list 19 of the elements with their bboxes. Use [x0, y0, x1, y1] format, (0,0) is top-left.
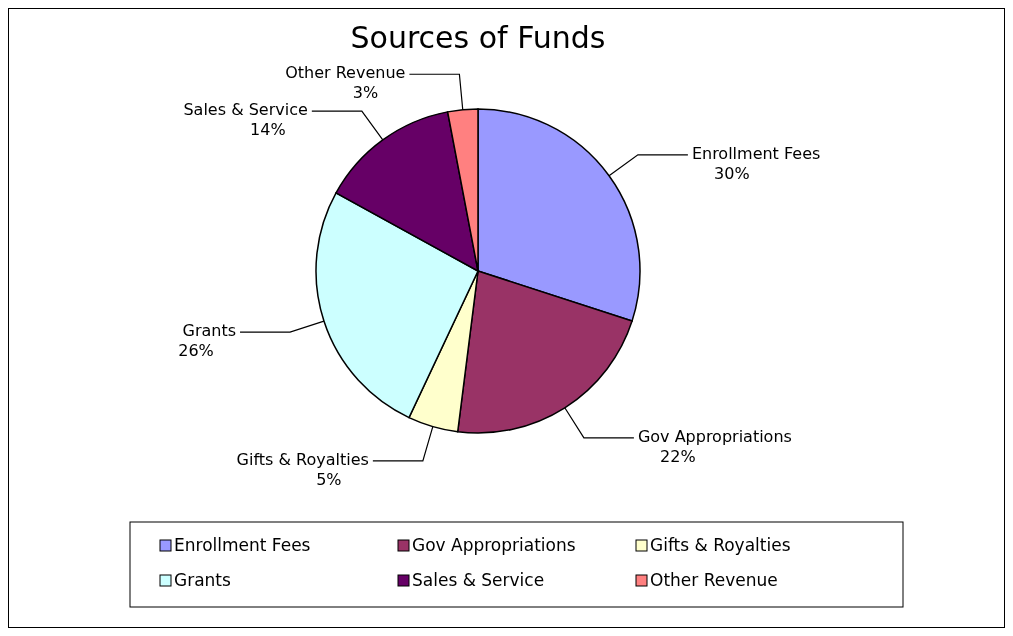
data-label: 5%: [316, 469, 342, 489]
data-label: 22%: [660, 446, 696, 466]
slice-label: Enrollment Fees: [691, 143, 821, 163]
slice-label: Sales & Service: [183, 100, 308, 120]
legend-label: Gifts & Royalties: [650, 535, 791, 555]
data-label: 26%: [178, 341, 214, 361]
data-label: 14%: [250, 120, 286, 140]
legend-label: Sales & Service: [412, 570, 545, 590]
chart-title: Sources of Funds: [350, 20, 606, 55]
legend-label: Enrollment Fees: [174, 535, 311, 555]
legend-label: Grants: [174, 570, 232, 590]
legend-label: Other Revenue: [650, 570, 778, 590]
slice-label: Grants: [182, 321, 237, 341]
data-label: 3%: [352, 83, 379, 103]
data-label: 30%: [714, 163, 750, 183]
slice-label: Other Revenue: [285, 63, 406, 83]
slice-label: Gov Appropriations: [637, 426, 792, 446]
slice-label: Gifts & Royalties: [236, 449, 369, 469]
legend-label: Gov Appropriations: [412, 535, 576, 555]
